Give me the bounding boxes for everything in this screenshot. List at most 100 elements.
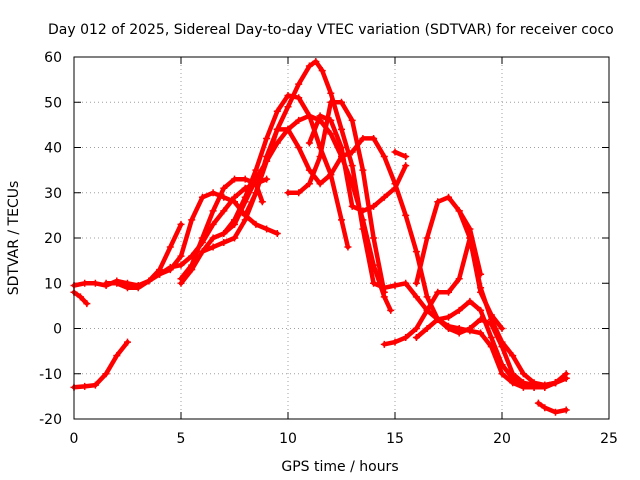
data-point bbox=[263, 175, 271, 183]
data-point bbox=[241, 193, 249, 201]
data-point bbox=[166, 243, 174, 251]
data-point bbox=[295, 116, 303, 124]
x-tick-label: 0 bbox=[70, 431, 79, 447]
data-point bbox=[498, 325, 506, 332]
data-point bbox=[76, 293, 84, 301]
data-point bbox=[348, 148, 356, 156]
series-arc-4 bbox=[102, 220, 185, 292]
data-point bbox=[359, 166, 367, 174]
data-point bbox=[305, 166, 313, 174]
data-point bbox=[434, 198, 442, 206]
data-point bbox=[562, 406, 570, 414]
data-point bbox=[177, 261, 185, 269]
data-point bbox=[344, 243, 352, 251]
data-point bbox=[91, 279, 99, 287]
data-point bbox=[541, 381, 549, 389]
data-point bbox=[530, 379, 538, 387]
data-point bbox=[113, 279, 121, 287]
data-point bbox=[81, 279, 89, 287]
data-point bbox=[220, 207, 228, 215]
data-point bbox=[477, 306, 485, 314]
data-point bbox=[188, 266, 196, 274]
x-tick-label: 10 bbox=[279, 431, 297, 447]
data-point bbox=[552, 408, 559, 416]
series-trace bbox=[285, 100, 387, 295]
data-point bbox=[241, 175, 249, 183]
data-point bbox=[338, 125, 345, 133]
data-point bbox=[387, 306, 395, 314]
y-tick-label: 20 bbox=[44, 231, 62, 247]
data-point bbox=[380, 288, 388, 296]
data-point bbox=[412, 248, 420, 256]
data-point bbox=[316, 180, 324, 188]
series-arc-11 bbox=[284, 98, 388, 296]
data-point bbox=[327, 171, 335, 179]
y-tick-label: 50 bbox=[44, 95, 62, 111]
data-point bbox=[295, 189, 303, 197]
data-point bbox=[134, 284, 142, 292]
series-arc-17 bbox=[455, 207, 485, 278]
data-point bbox=[252, 189, 260, 197]
data-point bbox=[380, 153, 388, 161]
data-point bbox=[305, 62, 313, 70]
data-point bbox=[338, 216, 345, 224]
data-point bbox=[241, 211, 249, 219]
data-point bbox=[391, 148, 399, 156]
data-point bbox=[348, 116, 356, 124]
data-point bbox=[498, 361, 506, 369]
data-point bbox=[284, 125, 292, 133]
y-tick-label: 60 bbox=[44, 50, 62, 66]
data-point bbox=[391, 338, 399, 346]
data-point bbox=[552, 379, 559, 387]
series-arc-18 bbox=[534, 399, 570, 416]
data-point bbox=[305, 112, 313, 120]
y-tick-label: 10 bbox=[44, 276, 62, 292]
data-point bbox=[477, 270, 485, 278]
data-point bbox=[402, 279, 410, 287]
data-point bbox=[284, 91, 292, 99]
data-point bbox=[423, 325, 431, 332]
data-point bbox=[177, 252, 185, 260]
data-point bbox=[220, 184, 228, 192]
data-point bbox=[316, 153, 324, 161]
data-point bbox=[534, 399, 542, 407]
data-point bbox=[327, 130, 335, 138]
data-point bbox=[81, 382, 89, 390]
x-tick-label: 5 bbox=[177, 431, 186, 447]
x-tick-label: 25 bbox=[600, 431, 618, 447]
data-point bbox=[220, 239, 228, 247]
data-point bbox=[312, 58, 320, 66]
data-point bbox=[231, 234, 238, 242]
data-point bbox=[348, 202, 356, 210]
data-point bbox=[263, 225, 271, 233]
data-point bbox=[156, 270, 164, 278]
data-point bbox=[327, 98, 335, 106]
data-point bbox=[509, 374, 517, 382]
data-point bbox=[434, 288, 442, 296]
data-point bbox=[295, 94, 303, 102]
data-point bbox=[519, 370, 527, 378]
data-point bbox=[370, 134, 378, 142]
series-arc-12 bbox=[305, 112, 410, 215]
data-point bbox=[423, 306, 431, 314]
data-point bbox=[83, 300, 91, 308]
data-point bbox=[423, 234, 431, 242]
data-point bbox=[402, 153, 410, 161]
series-trace bbox=[103, 222, 184, 291]
y-tick-label: 40 bbox=[44, 141, 62, 157]
chart-title: Day 012 of 2025, Sidereal Day-to-day VTE… bbox=[48, 22, 614, 38]
data-point bbox=[209, 234, 217, 242]
data-point bbox=[402, 211, 410, 219]
data-point bbox=[370, 234, 378, 242]
y-tick-label: -20 bbox=[39, 412, 62, 428]
series-arc-13 bbox=[391, 148, 410, 161]
data-point bbox=[258, 198, 266, 206]
data-point bbox=[455, 306, 463, 314]
y-tick-label: 0 bbox=[53, 322, 62, 338]
data-point bbox=[231, 216, 238, 224]
data-point bbox=[338, 144, 345, 151]
data-point bbox=[209, 189, 217, 197]
data-point bbox=[209, 220, 217, 228]
y-tick-label: 30 bbox=[44, 186, 62, 202]
